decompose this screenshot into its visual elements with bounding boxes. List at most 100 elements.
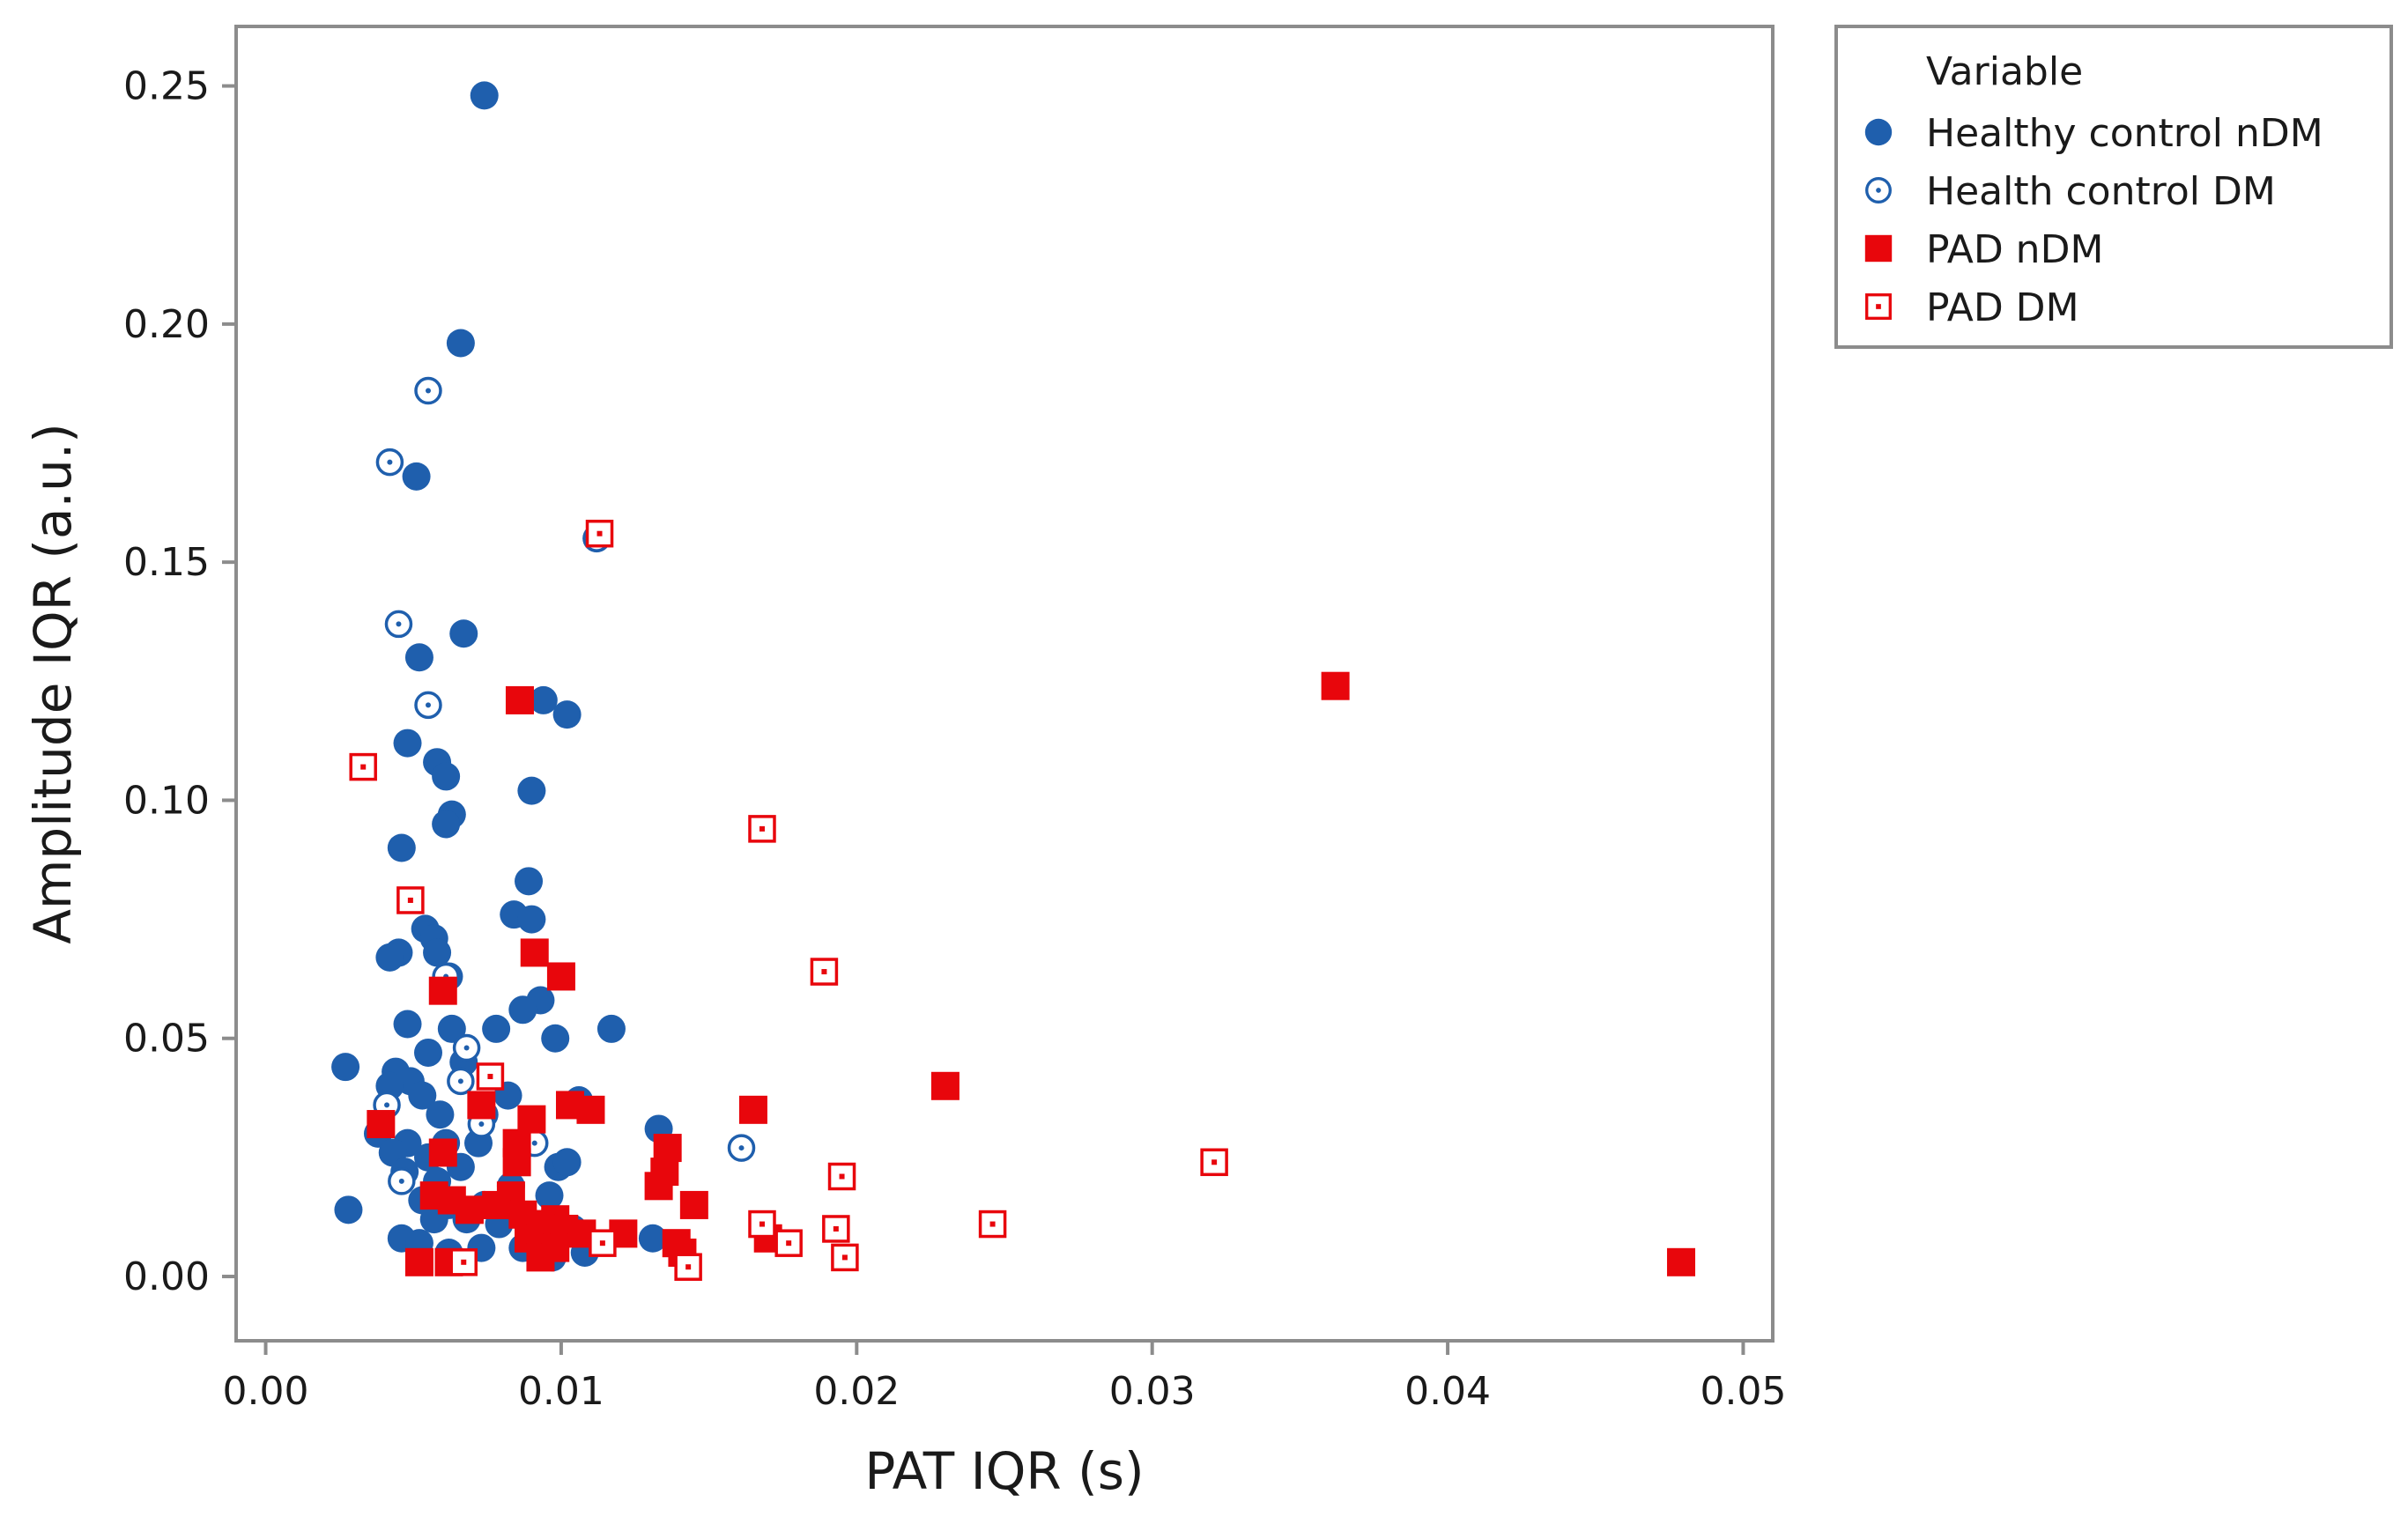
data-point xyxy=(432,762,461,791)
x-tick-label: 0.04 xyxy=(1404,1369,1491,1414)
data-point xyxy=(596,1014,626,1043)
y-tick-label: 0.10 xyxy=(123,778,210,823)
data-point xyxy=(585,519,614,548)
data-point xyxy=(331,1053,360,1082)
data-point xyxy=(517,905,546,934)
legend-title: Variable xyxy=(1926,49,2083,94)
legend-label-1: Healthy control nDM xyxy=(1926,111,2323,156)
data-point xyxy=(387,833,416,862)
data-point xyxy=(467,1091,496,1120)
data-point xyxy=(426,1100,455,1129)
legend-label-3: PAD nDM xyxy=(1926,227,2103,272)
data-point xyxy=(502,1148,531,1177)
data-point xyxy=(396,886,425,914)
data-point xyxy=(505,685,534,714)
data-point xyxy=(638,1224,667,1253)
data-point xyxy=(384,610,413,639)
data-point xyxy=(727,1134,756,1162)
legend-label-2: Health control DM xyxy=(1926,169,2276,214)
series-4 xyxy=(349,519,1228,1281)
data-point xyxy=(541,1024,570,1053)
data-point xyxy=(432,810,461,839)
data-point xyxy=(1667,1247,1696,1276)
data-point xyxy=(334,1195,363,1224)
y-tick-label: 0.05 xyxy=(123,1017,210,1062)
data-point xyxy=(978,1210,1007,1239)
data-point xyxy=(404,1247,433,1276)
data-point xyxy=(529,685,558,714)
data-point xyxy=(774,1229,803,1257)
data-point xyxy=(476,1062,505,1091)
data-point xyxy=(404,643,433,672)
data-point xyxy=(1200,1148,1228,1177)
data-point xyxy=(367,1110,396,1139)
data-point xyxy=(375,943,404,972)
data-point xyxy=(748,815,776,843)
x-tick-label: 0.00 xyxy=(223,1369,309,1414)
data-point xyxy=(517,776,546,805)
data-point xyxy=(827,1162,856,1191)
data-point xyxy=(526,1243,555,1272)
data-point xyxy=(589,1229,617,1257)
data-point xyxy=(393,1010,422,1039)
data-point xyxy=(831,1243,859,1272)
data-point xyxy=(393,729,422,758)
data-point xyxy=(428,976,457,1005)
data-point xyxy=(508,995,537,1025)
data-point xyxy=(455,1195,484,1224)
y-tick-label: 0.20 xyxy=(123,302,210,347)
data-point xyxy=(423,938,452,967)
legend-marker-4 xyxy=(1865,293,1892,320)
y-tick-label: 0.25 xyxy=(123,64,210,109)
data-point xyxy=(408,1081,437,1110)
y-tick-label: 0.00 xyxy=(123,1254,210,1299)
data-point xyxy=(437,1014,466,1043)
data-point xyxy=(428,1138,457,1167)
data-point xyxy=(1321,671,1350,700)
data-point xyxy=(576,1095,605,1124)
legend-marker-3 xyxy=(1864,234,1893,263)
data-point xyxy=(414,376,442,405)
data-point xyxy=(515,867,544,896)
data-point xyxy=(446,329,475,358)
x-axis: 0.00 0.01 0.02 0.03 0.04 0.05 xyxy=(223,1341,1786,1414)
data-point xyxy=(470,81,499,110)
x-tick-label: 0.05 xyxy=(1700,1369,1786,1414)
data-points xyxy=(331,81,1696,1281)
data-point xyxy=(349,752,377,781)
data-point xyxy=(674,1253,702,1281)
data-point xyxy=(653,1134,682,1163)
data-point xyxy=(552,1148,582,1177)
x-tick-label: 0.01 xyxy=(518,1369,604,1414)
y-tick-label: 0.15 xyxy=(123,540,210,585)
legend-marker-1 xyxy=(1864,118,1893,146)
legend-marker-2 xyxy=(1865,177,1892,203)
x-axis-title: PAT IQR (s) xyxy=(864,1441,1144,1501)
data-point xyxy=(414,691,442,720)
data-point xyxy=(679,1190,708,1219)
series-2 xyxy=(373,376,756,1195)
data-point xyxy=(402,462,431,491)
data-point xyxy=(452,1033,481,1062)
legend: Variable Healthy control nDM Health contr… xyxy=(1834,25,2393,349)
data-point xyxy=(388,1167,416,1195)
y-axis-title: Amplitude IQR (a.u.) xyxy=(23,423,83,944)
data-point xyxy=(546,962,575,991)
series-3 xyxy=(367,671,1696,1276)
legend-box xyxy=(1834,25,2393,349)
data-point xyxy=(447,1067,475,1096)
data-point xyxy=(930,1071,959,1100)
x-tick-label: 0.03 xyxy=(1109,1369,1196,1414)
x-tick-label: 0.02 xyxy=(813,1369,900,1414)
data-point xyxy=(517,1105,546,1134)
data-point xyxy=(822,1215,850,1243)
legend-label-4: PAD DM xyxy=(1926,285,2079,330)
data-point xyxy=(449,1248,478,1276)
data-point xyxy=(810,958,839,986)
data-point xyxy=(375,448,404,477)
data-point xyxy=(748,1210,776,1239)
data-point xyxy=(535,1181,564,1210)
data-point xyxy=(552,700,582,729)
data-point xyxy=(449,619,478,648)
